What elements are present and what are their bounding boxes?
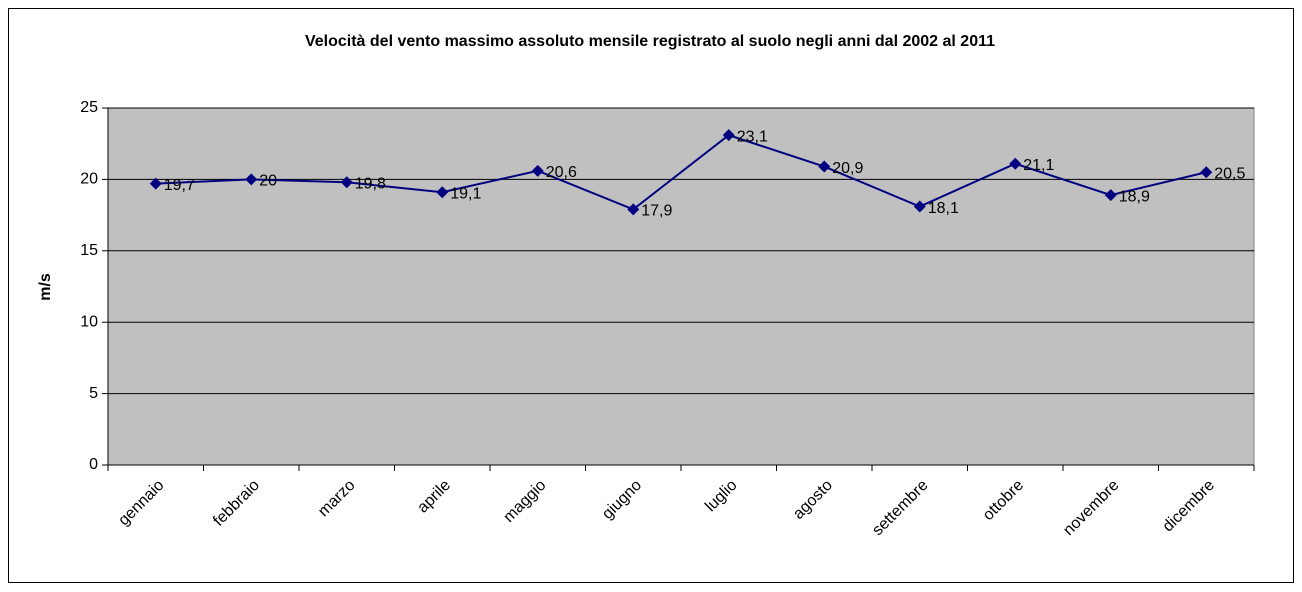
y-tick-label: 25 [80,99,98,116]
marker [1200,166,1213,179]
data-label: 18,9 [1119,188,1150,205]
data-label: 19,7 [164,177,195,194]
plot-area [107,107,1255,466]
marker [627,203,640,216]
data-label: 20 [259,173,277,190]
y-tick-label: 15 [80,242,98,259]
y-tick-label: 10 [80,313,98,330]
data-label: 23,1 [737,128,768,145]
series-line [155,134,1207,211]
y-tick-label: 20 [80,171,98,188]
y-tick-label: 0 [89,456,98,473]
data-label: 18,1 [928,200,959,217]
marker [436,186,449,199]
marker [149,177,162,190]
marker [818,160,831,173]
marker [1009,157,1022,170]
marker [1104,189,1117,202]
data-label: 20,6 [546,164,577,181]
marker [913,200,926,213]
y-tick-label: 5 [89,385,98,402]
marker [722,129,735,142]
data-label: 17,9 [641,203,672,220]
data-label: 20,9 [832,160,863,177]
data-label: 19,1 [450,185,481,202]
marker [340,176,353,189]
marker [531,164,544,177]
data-label: 19,8 [355,175,386,192]
data-label: 21,1 [1023,157,1054,174]
data-label: 20,5 [1214,165,1245,182]
marker [245,173,258,186]
chart-title: Velocità del vento massimo assoluto mens… [305,33,995,50]
y-axis-label: m/s [37,273,54,301]
